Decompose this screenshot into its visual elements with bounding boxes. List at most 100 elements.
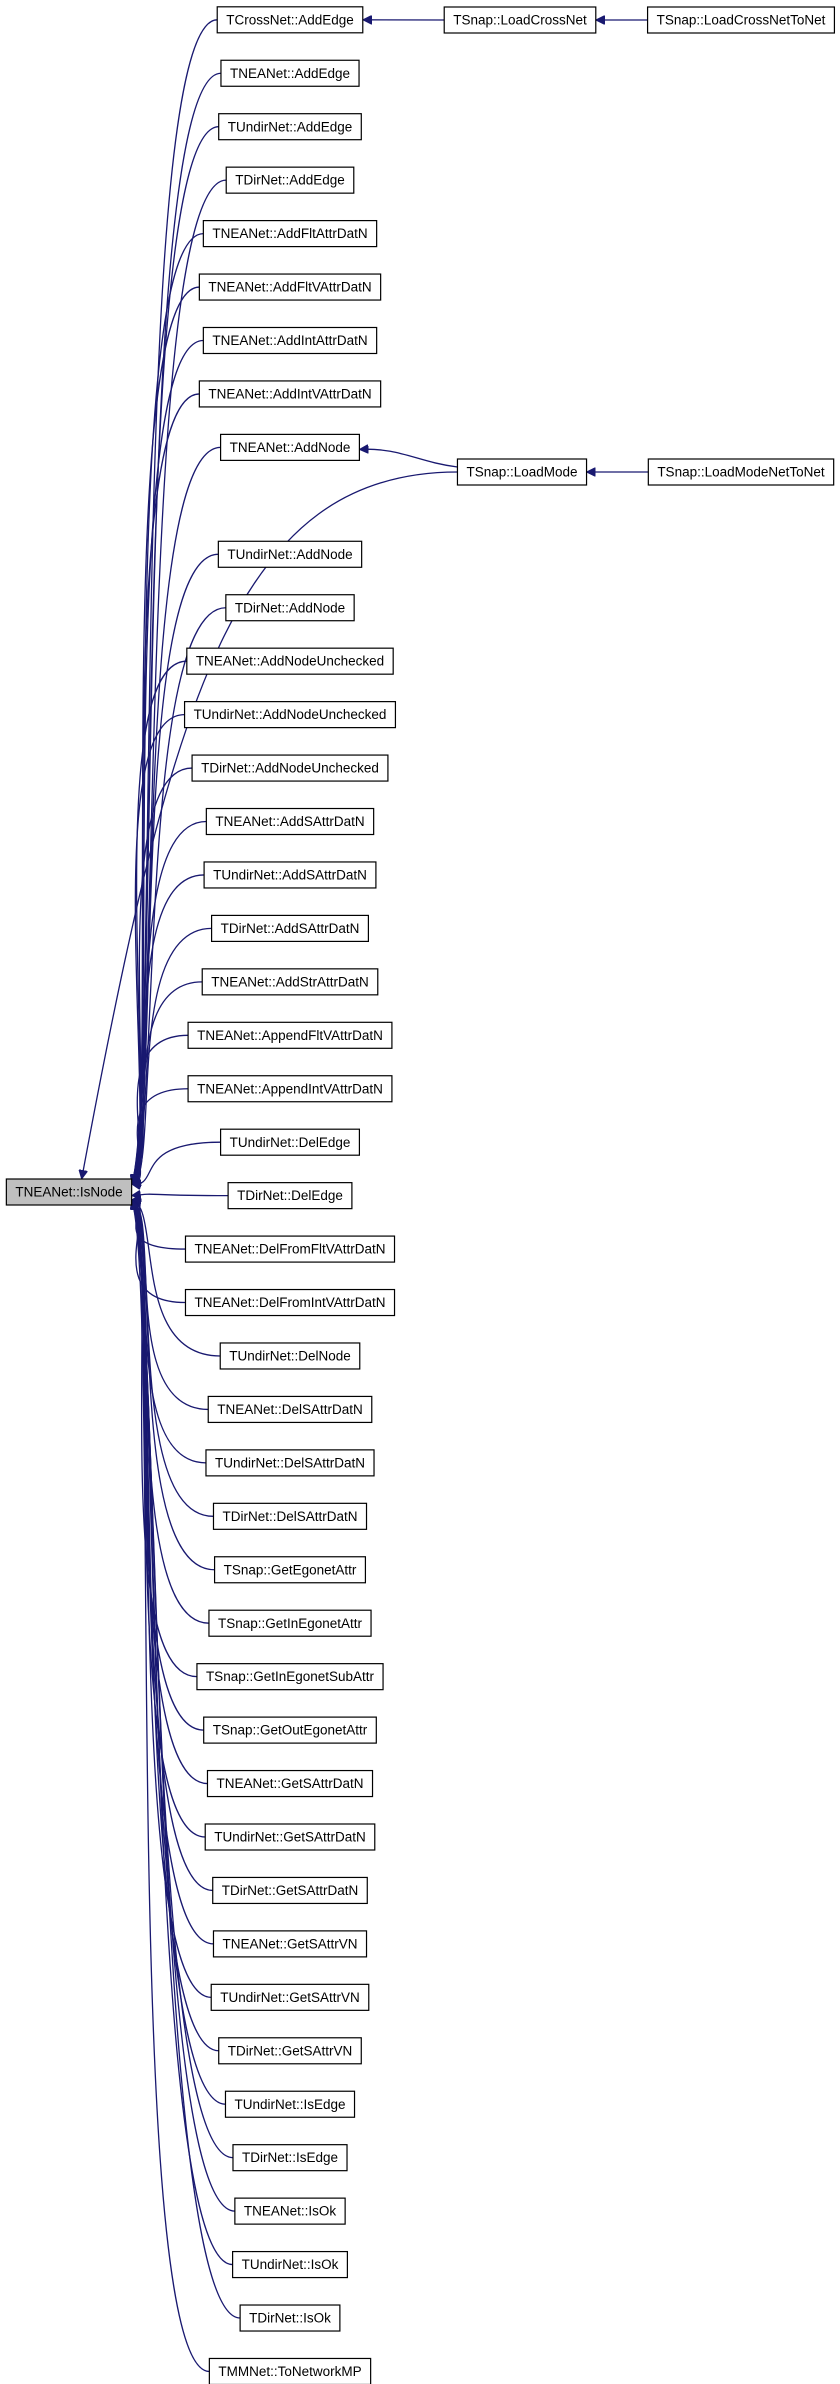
node-label: TMMNet::ToNetworkMP [218, 2364, 361, 2379]
node-box [216, 6, 364, 34]
node-box [647, 458, 835, 486]
node: TUndirNet::AddNode [217, 540, 363, 568]
node-label: TSnap::LoadModeNetToNet [657, 465, 825, 480]
node: TSnap::LoadModeNetToNet [647, 458, 835, 486]
node: TNEANet::DelFromIntVAttrDatN [184, 1288, 396, 1317]
node-label: TNEANet::AddNode [230, 440, 351, 455]
node-box [187, 1021, 393, 1049]
node-label: TSnap::GetInEgonetAttr [218, 1616, 363, 1631]
node-box [212, 1876, 368, 1905]
node-box [198, 273, 382, 301]
edge [132, 1200, 241, 2319]
node-box [208, 1609, 372, 1637]
node-label: TNEANet::AddIntAttrDatN [212, 333, 367, 348]
node-label: TDirNet::GetSAttrVN [228, 2043, 353, 2058]
node-label: TNEANet::DelFromFltVAttrDatN [194, 1242, 385, 1257]
node-label: TNEANet::AddStrAttrDatN [211, 974, 369, 989]
node-label: TCrossNet::AddEdge [226, 12, 354, 27]
node-box [196, 1663, 384, 1691]
node-box [213, 1556, 367, 1584]
node-box [443, 6, 597, 34]
node-label: TDirNet::GetSAttrDatN [222, 1883, 359, 1898]
node-box [203, 1716, 377, 1744]
node-label: TSnap::LoadMode [466, 465, 577, 480]
node-box [204, 1823, 376, 1851]
nodes: TNEANet::IsNode TCrossNet::AddEdgeTNEANet… [5, 6, 836, 2384]
node-box [227, 1182, 353, 1210]
node-label: TUndirNet::AddSAttrDatN [213, 868, 367, 883]
node-label: TDirNet::DelEdge [237, 1188, 343, 1203]
node: TDirNet::DelEdge [227, 1182, 353, 1210]
node: TNEANet::AddNodeUnchecked [186, 647, 394, 675]
node: TSnap::LoadMode [456, 458, 588, 486]
node-box [187, 1075, 393, 1103]
node-box [184, 1288, 396, 1317]
node: TNEANet::AddFltAttrDatN [202, 219, 378, 248]
node: TDirNet::GetSAttrVN [218, 2037, 362, 2065]
edge [132, 713, 185, 1184]
node-box [212, 1502, 368, 1530]
node: TDirNet::GetSAttrDatN [212, 1876, 368, 1905]
node-box [191, 754, 389, 782]
node-label: TDirNet::AddNode [235, 600, 345, 615]
node-label: TDirNet::IsOk [249, 2311, 331, 2326]
node-box [234, 2197, 346, 2225]
node: TNEANet::AppendIntVAttrDatN [187, 1075, 393, 1103]
node-label: TUndirNet::AddEdge [228, 119, 353, 134]
node-label: TDirNet::AddSAttrDatN [221, 921, 360, 936]
edge [132, 1194, 229, 1195]
node-box [201, 968, 379, 996]
node-label: TNEANet::AppendIntVAttrDatN [197, 1081, 383, 1096]
node: TNEANet::IsOk [234, 2197, 346, 2225]
node-box [211, 914, 369, 943]
node-label: TNEANet::AddEdge [230, 66, 350, 81]
node: TNEANet::AddFltVAttrDatN [198, 273, 382, 301]
node-label: TSnap::GetEgonetAttr [224, 1562, 357, 1577]
node: TSnap::GetInEgonetSubAttr [196, 1663, 384, 1691]
node-box [198, 380, 382, 408]
node-box [5, 1178, 133, 1206]
node: TNEANet::GetSAttrVN [212, 1930, 368, 1958]
node-label: TNEANet::GetSAttrDatN [216, 1776, 363, 1791]
node: TDirNet::DelSAttrDatN [212, 1502, 368, 1530]
node-label: TNEANet::GetSAttrVN [222, 1936, 357, 1951]
node-label: TDirNet::AddEdge [235, 173, 345, 188]
node-box [205, 1449, 375, 1477]
node: TMMNet::ToNetworkMP [208, 2357, 372, 2384]
node-box [219, 1342, 361, 1370]
node-label: TSnap::LoadCrossNetToNet [657, 13, 826, 28]
edge [132, 1200, 210, 2373]
node-box [239, 2304, 341, 2332]
node-box [232, 2250, 348, 2279]
node-box [186, 647, 394, 675]
edge [131, 1088, 189, 1184]
node: TUndirNet::IsOk [232, 2250, 348, 2279]
edge [132, 179, 227, 1184]
node-box [218, 2037, 362, 2065]
node: TSnap::GetOutEgonetAttr [203, 1716, 377, 1744]
edge [132, 1034, 189, 1184]
node-label: TNEANet::IsOk [244, 2204, 337, 2219]
edge [82, 471, 458, 1179]
node: TNEANet::AddSAttrDatN [205, 807, 375, 836]
node: TDirNet::AddNode [225, 594, 355, 622]
node-box [224, 2090, 356, 2118]
node: TSnap::GetEgonetAttr [213, 1556, 367, 1584]
node-box [232, 2144, 348, 2172]
node-box [646, 6, 836, 34]
node-box [219, 433, 361, 461]
node-box [208, 2357, 372, 2384]
node: TNEANet::AppendFltVAttrDatN [187, 1021, 393, 1049]
node: TSnap::LoadCrossNet [443, 6, 597, 34]
node: TNEANet::AddIntVAttrDatN [198, 380, 382, 408]
node: TUndirNet::GetSAttrDatN [204, 1823, 376, 1851]
node-box [205, 807, 375, 836]
edges [82, 20, 649, 2373]
node-box [202, 326, 378, 355]
node-box [456, 458, 588, 486]
node-label: TDirNet::AddNodeUnchecked [201, 761, 379, 776]
node-label: TNEANet::AddNodeUnchecked [196, 654, 384, 669]
node-label: TNEANet::IsNode [15, 1185, 122, 1200]
node: TCrossNet::AddEdge [216, 6, 364, 34]
